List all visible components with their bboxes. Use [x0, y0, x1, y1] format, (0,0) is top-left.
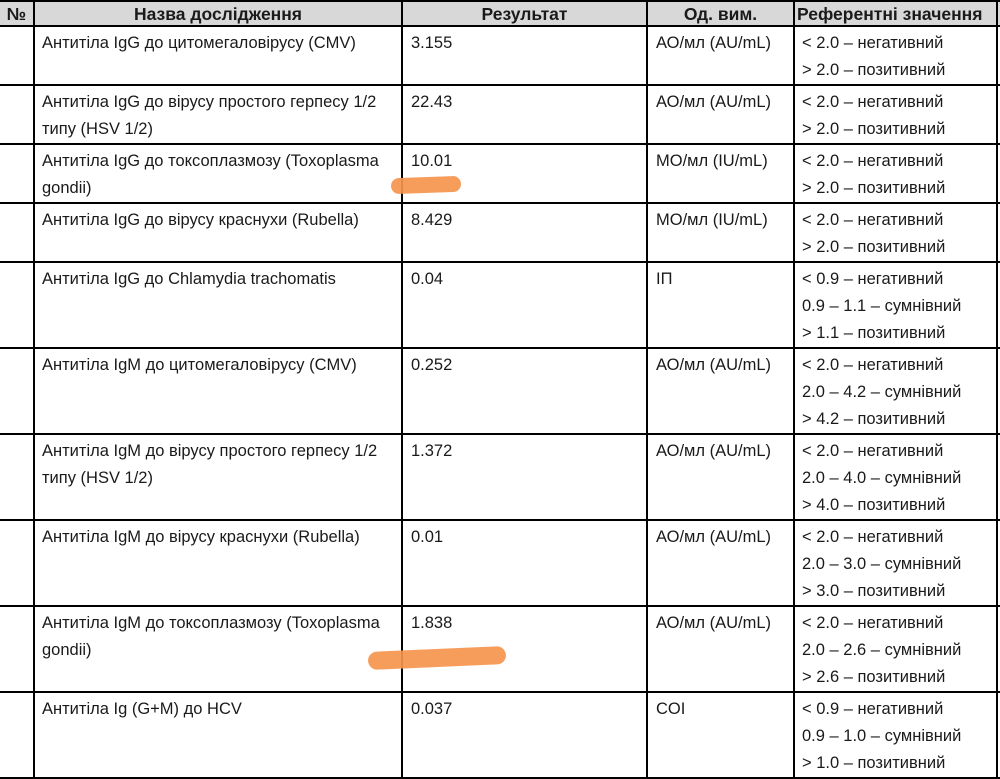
row-number-cell: [0, 693, 35, 777]
row-number-cell: [0, 607, 35, 691]
table-row: Антитіла Ig (G+M) до HCV 0.037 COI < 0.9…: [0, 693, 1000, 779]
test-name: Антитіла IgM до вірусу простого герпесу …: [35, 435, 403, 519]
test-reference: < 2.0 – негативний > 2.0 – позитивний: [795, 204, 998, 261]
test-units: АО/мл (AU/mL): [648, 349, 795, 433]
test-name: Антитіла IgG до вірусу краснухи (Rubella…: [35, 204, 403, 261]
column-header-test-name: Назва дослідження: [35, 2, 403, 25]
row-number-cell: [0, 263, 35, 347]
column-header-number: №: [0, 2, 35, 25]
reference-line: < 2.0 – негативний: [802, 34, 944, 52]
row-number-cell: [0, 204, 35, 261]
row-number-cell: [0, 27, 35, 84]
test-result: 1.838: [403, 607, 648, 691]
test-name: Антитіла Ig (G+M) до HCV: [35, 693, 403, 777]
test-units: МО/мл (IU/mL): [648, 145, 795, 202]
reference-line: < 2.0 – негативний: [802, 614, 944, 632]
test-name: Антитіла IgM до вірусу краснухи (Rubella…: [35, 521, 403, 605]
test-units: АО/мл (AU/mL): [648, 521, 795, 605]
reference-line: > 2.0 – позитивний: [802, 179, 946, 197]
reference-line: < 2.0 – негативний: [802, 93, 944, 111]
highlight-marker: [390, 175, 462, 195]
test-units: АО/мл (AU/mL): [648, 607, 795, 691]
table-row: Антитіла IgM до цитомегаловірусу (CMV) 0…: [0, 349, 1000, 435]
test-reference: < 2.0 – негативний 2.0 – 3.0 – сумнівний…: [795, 521, 998, 605]
test-units: АО/мл (AU/mL): [648, 435, 795, 519]
test-units: ІП: [648, 263, 795, 347]
reference-line: > 2.6 – позитивний: [802, 668, 946, 686]
test-reference: < 0.9 – негативний 0.9 – 1.1 – сумнівний…: [795, 263, 998, 347]
reference-line: > 2.0 – позитивний: [802, 61, 946, 79]
table-row: Антитіла IgG до цитомегаловірусу (CMV) 3…: [0, 27, 1000, 86]
test-reference: < 2.0 – негативний > 2.0 – позитивний: [795, 27, 998, 84]
column-header-reference: Референтні значення: [795, 2, 998, 25]
reference-line: < 0.9 – негативний: [802, 700, 944, 718]
test-result: 8.429: [403, 204, 648, 261]
test-units: АО/мл (AU/mL): [648, 27, 795, 84]
table-row: Антитіла IgM до токсоплазмозу (Toxoplasm…: [0, 607, 1000, 693]
reference-line: 0.9 – 1.1 – сумнівний: [802, 297, 962, 315]
test-name: Антитіла IgM до токсоплазмозу (Toxoplasm…: [35, 607, 403, 691]
column-header-result: Результат: [403, 2, 648, 25]
test-name: Антитіла IgG до цитомегаловірусу (CMV): [35, 27, 403, 84]
test-reference: < 0.9 – негативний 0.9 – 1.0 – сумнівний…: [795, 693, 998, 777]
table-header-row: № Назва дослідження Результат Од. вим. Р…: [0, 2, 1000, 27]
reference-line: < 2.0 – негативний: [802, 356, 944, 374]
reference-line: > 4.2 – позитивний: [802, 410, 946, 428]
test-reference: < 2.0 – негативний 2.0 – 4.2 – сумнівний…: [795, 349, 998, 433]
test-name: Антитіла IgG до токсоплазмозу (Toxoplasm…: [35, 145, 403, 202]
table-row: Антитіла IgM до вірусу простого герпесу …: [0, 435, 1000, 521]
reference-line: > 4.0 – позитивний: [802, 496, 946, 514]
row-number-cell: [0, 145, 35, 202]
test-result: 1.372: [403, 435, 648, 519]
test-name: Антитіла IgM до цитомегаловірусу (CMV): [35, 349, 403, 433]
test-result: 3.155: [403, 27, 648, 84]
table-row: Антитіла IgM до вірусу краснухи (Rubella…: [0, 521, 1000, 607]
reference-line: 2.0 – 3.0 – сумнівний: [802, 555, 962, 573]
table-row: Антитіла IgG до Chlamydia trachomatis 0.…: [0, 263, 1000, 349]
reference-line: 2.0 – 4.0 – сумнівний: [802, 469, 962, 487]
test-result: 0.037: [403, 693, 648, 777]
test-units: МО/мл (IU/mL): [648, 204, 795, 261]
test-reference: < 2.0 – негативний 2.0 – 2.6 – сумнівний…: [795, 607, 998, 691]
test-result: 0.01: [403, 521, 648, 605]
table-row: Антитіла IgG до вірусу краснухи (Rubella…: [0, 204, 1000, 263]
reference-line: 2.0 – 4.2 – сумнівний: [802, 383, 962, 401]
reference-line: < 2.0 – негативний: [802, 211, 944, 229]
test-reference: < 2.0 – негативний 2.0 – 4.0 – сумнівний…: [795, 435, 998, 519]
reference-line: > 3.0 – позитивний: [802, 582, 946, 600]
row-number-cell: [0, 86, 35, 143]
reference-line: 2.0 – 2.6 – сумнівний: [802, 641, 962, 659]
row-number-cell: [0, 435, 35, 519]
reference-line: < 0.9 – негативний: [802, 270, 944, 288]
row-number-cell: [0, 521, 35, 605]
test-result: 22.43: [403, 86, 648, 143]
test-result: 0.252: [403, 349, 648, 433]
reference-line: < 2.0 – негативний: [802, 152, 944, 170]
reference-line: < 2.0 – негативний: [802, 442, 944, 460]
column-header-units: Од. вим.: [648, 2, 795, 25]
test-result: 0.04: [403, 263, 648, 347]
reference-line: > 2.0 – позитивний: [802, 120, 946, 138]
test-result: 10.01: [403, 145, 648, 202]
reference-line: 0.9 – 1.0 – сумнівний: [802, 727, 962, 745]
table-row: Антитіла IgG до токсоплазмозу (Toxoplasm…: [0, 145, 1000, 204]
test-name: Антитіла IgG до Chlamydia trachomatis: [35, 263, 403, 347]
table-row: Антитіла IgG до вірусу простого герпесу …: [0, 86, 1000, 145]
row-number-cell: [0, 349, 35, 433]
reference-line: > 1.0 – позитивний: [802, 754, 946, 772]
test-reference: < 2.0 – негативний > 2.0 – позитивний: [795, 145, 998, 202]
reference-line: < 2.0 – негативний: [802, 528, 944, 546]
test-units: АО/мл (AU/mL): [648, 86, 795, 143]
test-units: COI: [648, 693, 795, 777]
test-reference: < 2.0 – негативний > 2.0 – позитивний: [795, 86, 998, 143]
test-name: Антитіла IgG до вірусу простого герпесу …: [35, 86, 403, 143]
reference-line: > 2.0 – позитивний: [802, 238, 946, 256]
reference-line: > 1.1 – позитивний: [802, 324, 946, 342]
